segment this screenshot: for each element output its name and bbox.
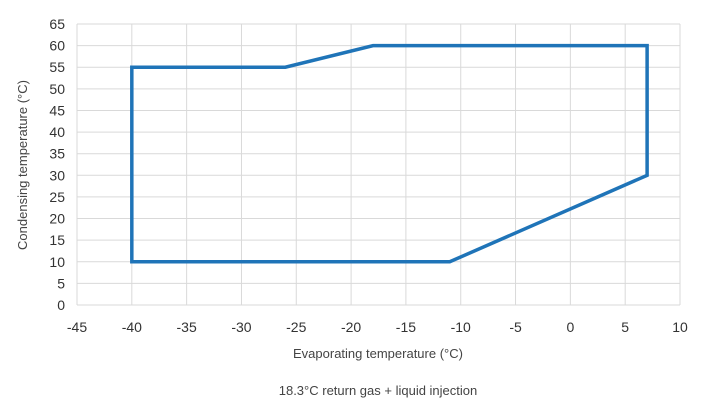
x-tick-label-11: 10 (672, 319, 688, 335)
y-axis-tick-labels: 0 5 10 15 20 25 30 35 40 45 50 55 60 65 (49, 16, 65, 313)
x-tick-label-1: -40 (122, 319, 142, 335)
x-tick-label-5: -20 (341, 319, 361, 335)
y-tick-label-13: 65 (49, 16, 65, 32)
x-tick-label-4: -25 (286, 319, 306, 335)
x-tick-label-7: -10 (451, 319, 471, 335)
series-line-0 (130, 43, 649, 264)
x-tick-label-2: -35 (177, 319, 197, 335)
y-tick-label-0: 0 (57, 297, 65, 313)
x-axis-label: Evaporating temperature (°C) (293, 346, 463, 361)
series-layer (130, 43, 649, 264)
x-tick-label-6: -15 (396, 319, 416, 335)
y-tick-label-11: 55 (49, 59, 65, 75)
x-tick-label-3: -30 (231, 319, 251, 335)
chart-caption: 18.3°C return gas + liquid injection (279, 383, 478, 398)
y-axis-label: Condensing temperature (°C) (15, 80, 30, 250)
x-tick-label-8: -5 (509, 319, 522, 335)
y-tick-label-7: 35 (49, 146, 65, 162)
y-tick-label-8: 40 (49, 124, 65, 140)
y-tick-label-3: 15 (49, 232, 65, 248)
x-tick-label-9: 0 (566, 319, 574, 335)
y-tick-label-2: 10 (49, 254, 65, 270)
x-tick-label-0: -45 (67, 319, 87, 335)
x-tick-label-10: 5 (621, 319, 629, 335)
y-tick-label-10: 50 (49, 81, 65, 97)
y-tick-label-5: 25 (49, 189, 65, 205)
x-axis-tick-labels: -45 -40 -35 -30 -25 -20 -15 -10 -5 0 5 10 (67, 319, 688, 335)
y-tick-label-9: 45 (49, 102, 65, 118)
y-tick-label-4: 20 (49, 211, 65, 227)
y-tick-label-6: 30 (49, 167, 65, 183)
y-tick-label-12: 60 (49, 38, 65, 54)
y-tick-label-1: 5 (57, 275, 65, 291)
